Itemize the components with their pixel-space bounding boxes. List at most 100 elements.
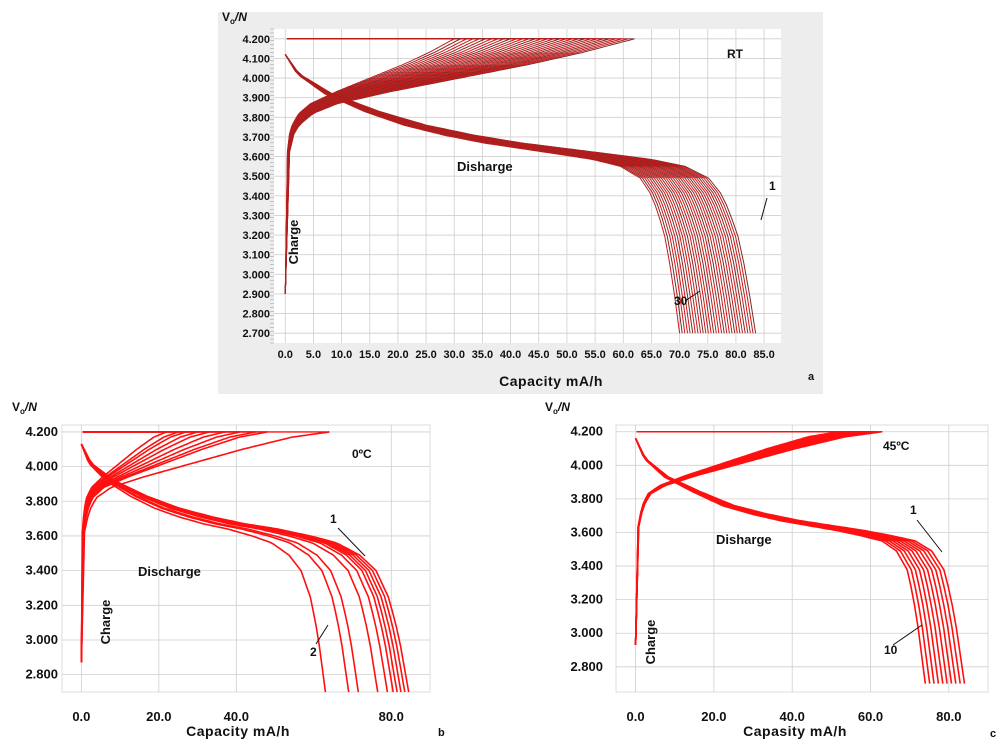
x-tick-label: 40.0 (500, 349, 521, 361)
x-tick-label: 20.0 (387, 349, 408, 361)
discharge-curve (284, 54, 681, 334)
y-tick-label: 3.000 (242, 269, 270, 281)
charge-label: Charge (643, 620, 658, 665)
y-tick-label: 3.000 (25, 632, 58, 647)
x-axis-label: Capacity mA/h (499, 373, 603, 389)
charge-curve (80, 431, 210, 663)
charge-label: Charge (98, 600, 113, 645)
y-tick-label: 3.300 (242, 210, 270, 222)
y-tick-label: 3.600 (570, 524, 603, 539)
x-tick-label: 80.0 (725, 349, 746, 361)
y-tick-label: 3.200 (570, 592, 603, 607)
x-tick-label: 70.0 (669, 349, 690, 361)
x-tick-label: 50.0 (556, 349, 577, 361)
x-tick-label: 40.0 (780, 709, 805, 724)
x-tick-label: 55.0 (584, 349, 605, 361)
condition-label: 45ºC (883, 439, 910, 453)
charge-curve (80, 431, 167, 663)
y-tick-label: 2.900 (242, 289, 270, 301)
discharge-label: Disharge (716, 532, 772, 547)
cycle-last-label: 2 (310, 645, 317, 659)
y-tick-label: 3.500 (242, 171, 270, 183)
charge-curve (80, 431, 198, 663)
x-tick-label: 80.0 (379, 709, 404, 724)
charge-curve (284, 38, 455, 294)
y-tick-label: 3.900 (242, 93, 270, 105)
x-tick-label: 25.0 (415, 349, 436, 361)
cycle-last-pointer (892, 624, 923, 646)
y-axis-label: Vo/N (222, 10, 247, 26)
curves (284, 38, 757, 334)
x-tick-label: 10.0 (331, 349, 352, 361)
y-tick-label: 3.800 (242, 112, 270, 124)
discharge-curve (80, 443, 379, 693)
charge-label: Charge (286, 220, 301, 265)
y-tick-label: 3.400 (242, 191, 270, 203)
y-tick-label: 4.000 (570, 457, 603, 472)
plot-area (274, 29, 781, 343)
x-tick-label: 20.0 (146, 709, 171, 724)
cycle-first-label: 1 (910, 503, 917, 517)
cycle-first-pointer (337, 527, 366, 557)
x-tick-label: 80.0 (936, 709, 961, 724)
charge-curve (80, 431, 179, 663)
charge-curve (80, 431, 225, 663)
panel-label: c (990, 728, 996, 740)
x-tick-label: 35.0 (472, 349, 493, 361)
panel-c: 0.0 20.0 40.0 60.0 80.0 2.800 3.000 3.200 3.400 3… (545, 400, 996, 740)
y-tick-label: 4.100 (242, 53, 270, 65)
y-tick-label: 2.700 (242, 328, 270, 340)
discharge-curve (80, 443, 410, 693)
x-tick-label: 20.0 (701, 709, 726, 724)
y-tick-label: 2.800 (570, 659, 603, 674)
condition-label: RT (727, 47, 744, 61)
panel-a: 0.0 5.0 10.0 15.0 20.0 25.0 30.0 35.0 40.0 45.0 50… (222, 10, 815, 389)
y-tick-label: 3.100 (242, 250, 270, 262)
y-tick-label: 3.000 (570, 625, 603, 640)
cycle-last-pointer (684, 290, 701, 302)
y-tick-label: 3.800 (25, 493, 58, 508)
x-tick-label: 65.0 (641, 349, 662, 361)
x-tick-label: 30.0 (444, 349, 465, 361)
x-tick-label: 45.0 (528, 349, 549, 361)
x-tick-label: 5.0 (306, 349, 321, 361)
charge-curve (80, 431, 187, 663)
y-tick-label: 4.000 (242, 73, 270, 85)
curves (634, 430, 966, 684)
cycle-last-pointer (315, 624, 329, 645)
charge-curve (634, 430, 840, 646)
y-tick-label: 3.400 (25, 563, 58, 578)
cycle-first-label: 1 (769, 179, 776, 193)
y-tick-label: 2.800 (25, 667, 58, 682)
y-tick-label: 4.200 (25, 424, 58, 439)
cycle-first-label: 1 (330, 512, 337, 526)
cycle-first-pointer (760, 197, 768, 221)
y-tick-label: 4.200 (570, 424, 603, 439)
y-axis-label: Vo/N (12, 400, 37, 416)
x-tick-label: 0.0 (627, 709, 645, 724)
charge-curve (80, 431, 330, 663)
y-tick-label: 4.000 (25, 459, 58, 474)
charge-curve (80, 431, 241, 663)
discharge-label: Discharge (138, 564, 201, 579)
y-tick-label: 3.600 (242, 152, 270, 164)
panel-label: a (808, 371, 815, 383)
x-axis-label: Capasity mA/h (743, 723, 847, 739)
curves (80, 431, 410, 693)
y-axis-label: Vo/N (545, 400, 570, 416)
y-tick-label: 3.600 (25, 528, 58, 543)
discharge-curve (634, 438, 927, 684)
panel-b: 0.0 20.0 40.0 80.0 2.800 3.000 3.200 3.400 3.600… (12, 400, 445, 739)
discharge-curve (80, 443, 360, 693)
discharge-curve (80, 443, 350, 693)
y-tick-label: 3.200 (25, 597, 58, 612)
x-tick-label: 60.0 (858, 709, 883, 724)
discharge-curve (80, 443, 327, 693)
x-tick-label: 75.0 (697, 349, 718, 361)
x-tick-label: 15.0 (359, 349, 380, 361)
y-tick-label: 3.200 (242, 230, 270, 242)
y-tick-label: 3.800 (570, 491, 603, 506)
y-tick-label: 3.700 (242, 132, 270, 144)
plot-area (615, 424, 989, 693)
